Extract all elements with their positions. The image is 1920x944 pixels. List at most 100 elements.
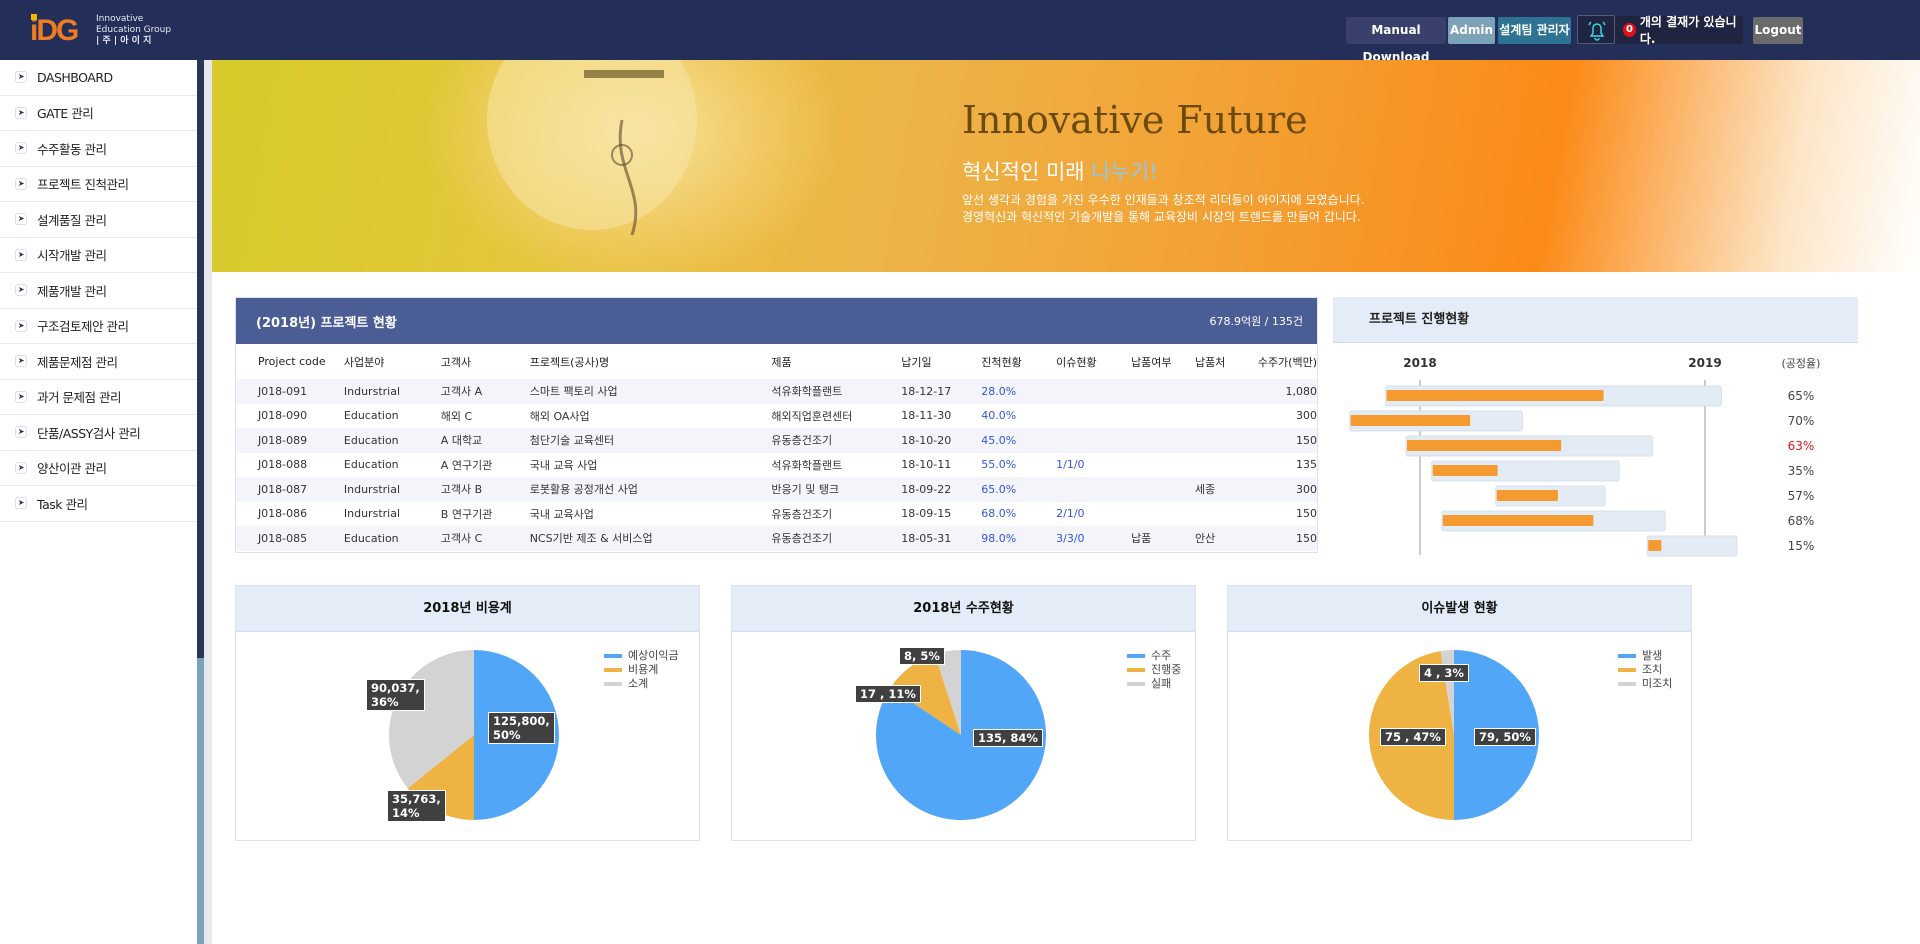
column-header[interactable]: 고객사 bbox=[440, 355, 472, 369]
project-summary: 678.9억원 / 135건 bbox=[1209, 315, 1303, 328]
arrow-right-icon: ➤ bbox=[15, 142, 27, 155]
table-cell[interactable]: NCS기반 제조 & 서비스업 bbox=[529, 532, 653, 546]
column-header[interactable]: 이슈현황 bbox=[1056, 355, 1097, 369]
sidebar-item[interactable]: ➤ Task 관리 bbox=[0, 486, 197, 522]
legend-item[interactable]: 비용계 bbox=[604, 663, 658, 677]
table-cell bbox=[1131, 404, 1195, 429]
table-cell[interactable]: J018-085 bbox=[257, 531, 308, 545]
column-header[interactable]: 진척현황 bbox=[981, 355, 1022, 369]
gantt-progress-bar bbox=[1496, 490, 1558, 501]
table-cell[interactable]: 스마트 팩토리 사업 bbox=[529, 385, 618, 399]
legend-swatch bbox=[604, 668, 622, 672]
gantt-rate-label: 70% bbox=[1788, 414, 1815, 428]
column-header[interactable]: 수주가(백만) bbox=[1257, 355, 1317, 369]
table-cell[interactable]: J018-090 bbox=[257, 409, 308, 423]
table-cell[interactable]: J018-088 bbox=[257, 458, 308, 472]
legend-item[interactable]: 예상이익금 bbox=[604, 649, 679, 663]
column-header[interactable]: 프로젝트(공사)명 bbox=[529, 355, 610, 369]
sidebar-item[interactable]: ➤ 수주활동 관리 bbox=[0, 131, 197, 167]
table-cell bbox=[1056, 404, 1131, 429]
team-admin-button[interactable]: 설계팀 관리자 bbox=[1498, 17, 1571, 44]
legend-item[interactable]: 발생 bbox=[1618, 649, 1662, 663]
logout-button[interactable]: Logout bbox=[1753, 17, 1803, 44]
table-cell[interactable]: 로봇활용 공정개선 사업 bbox=[529, 483, 638, 497]
sidebar-item[interactable]: ➤ 과거 문제점 관리 bbox=[0, 380, 197, 415]
manual-download-button[interactable]: Manual Download bbox=[1346, 17, 1446, 64]
arrow-right-icon: ➤ bbox=[15, 71, 27, 84]
legend-item[interactable]: 소계 bbox=[604, 677, 648, 691]
gantt-progress-bar bbox=[1350, 415, 1471, 426]
table-row[interactable]: J018-091 Indurstrial 고객사 A 스마트 팩토리 사업 석유화학플랜… bbox=[236, 379, 1317, 404]
sidebar-item-label: Task 관리 bbox=[37, 496, 88, 512]
table-cell: 해외직업훈련센터 bbox=[771, 409, 853, 423]
pie-data-label: 8, 5% bbox=[899, 647, 945, 665]
sidebar-item-label: GATE 관리 bbox=[37, 106, 94, 122]
table-cell[interactable]: 해외 OA사업 bbox=[529, 409, 590, 423]
gantt-rate-label: 57% bbox=[1788, 489, 1815, 503]
sidebar-item[interactable]: ➤ 양산이관 관리 bbox=[0, 451, 197, 486]
table-cell: 석유화학플랜트 bbox=[771, 458, 843, 472]
table-cell bbox=[1195, 502, 1257, 527]
sidebar-item[interactable]: ➤ 프로젝트 진척관리 bbox=[0, 167, 197, 202]
table-cell[interactable]: 첨단기술 교육센터 bbox=[529, 434, 615, 448]
column-header[interactable]: 제품 bbox=[771, 355, 792, 369]
table-cell[interactable]: J018-087 bbox=[257, 482, 308, 496]
sidebar-item[interactable]: ➤ 제품문제점 관리 bbox=[0, 344, 197, 380]
table-cell[interactable]: 국내 교육사업 bbox=[529, 507, 594, 521]
scrollbar-thumb[interactable] bbox=[197, 60, 204, 658]
column-header[interactable]: 납기일 bbox=[901, 355, 932, 369]
legend-item[interactable]: 조치 bbox=[1618, 663, 1662, 677]
pie-data-label: 35,763, 14% bbox=[387, 790, 446, 822]
table-row[interactable]: J018-086 Indurstrial B 연구기관 국내 교육사업 유동층건조기 18… bbox=[236, 502, 1317, 527]
bell-button[interactable] bbox=[1577, 15, 1615, 44]
column-header[interactable]: 납품여부 bbox=[1131, 355, 1172, 369]
sidebar-item[interactable]: ➤ 단품/ASSY검사 관리 bbox=[0, 415, 197, 451]
table-cell[interactable]: 국내 교육 사업 bbox=[529, 458, 598, 472]
arrow-right-icon: ➤ bbox=[15, 177, 27, 190]
table-cell: 18-11-30 bbox=[901, 409, 952, 423]
table-cell: 1/1/0 bbox=[1056, 458, 1085, 472]
sidebar-item-label: 과거 문제점 관리 bbox=[37, 390, 121, 406]
arrow-right-icon: ➤ bbox=[15, 390, 27, 403]
legend-swatch bbox=[1127, 682, 1145, 686]
legend-label: 소계 bbox=[628, 677, 649, 690]
logo[interactable]: iDG bbox=[30, 14, 79, 47]
legend-item[interactable]: 미조치 bbox=[1618, 677, 1672, 691]
pie-slice[interactable] bbox=[934, 650, 961, 735]
sidebar-item[interactable]: ➤ 설계품질 관리 bbox=[0, 202, 197, 238]
table-cell: 150 bbox=[1296, 507, 1317, 521]
column-header[interactable]: 사업분야 bbox=[343, 355, 385, 369]
legend-item[interactable]: 수주 bbox=[1127, 649, 1171, 663]
table-cell: 3/3/0 bbox=[1056, 531, 1085, 545]
sidebar-item[interactable]: ➤ GATE 관리 bbox=[0, 96, 197, 131]
pie-chart bbox=[1369, 650, 1539, 820]
pie-slice[interactable] bbox=[890, 654, 961, 735]
arrow-right-icon: ➤ bbox=[15, 106, 27, 119]
table-row[interactable]: J018-089 Education A 대학교 첨단기술 교육센터 유동층건조기 18-… bbox=[236, 428, 1317, 453]
table-cell: 28.0% bbox=[981, 384, 1017, 398]
table-cell bbox=[1131, 379, 1195, 404]
table-cell[interactable]: J018-091 bbox=[257, 384, 308, 398]
column-header[interactable]: 납품처 bbox=[1195, 355, 1226, 369]
banner-description: 앞선 생각과 경험을 가진 우수한 인재들과 창조적 리더들이 아이지에 모였습… bbox=[962, 192, 1364, 226]
approval-notice[interactable]: 0 개의 결재가 있습니다. bbox=[1615, 15, 1743, 46]
pie-data-label: 135, 84% bbox=[973, 729, 1043, 747]
sidebar-item[interactable]: ➤ 시작개발 관리 bbox=[0, 238, 197, 273]
legend-item[interactable]: 실패 bbox=[1127, 677, 1171, 691]
table-row[interactable]: J018-085 Education 고객사 C NCS기반 제조 & 서비스업 유동층… bbox=[236, 526, 1317, 551]
sidebar-item[interactable]: ➤ 제품개발 관리 bbox=[0, 273, 197, 309]
legend-item[interactable]: 진행중 bbox=[1127, 663, 1181, 677]
table-cell bbox=[1131, 428, 1195, 453]
sidebar-item[interactable]: ➤ 구조검토제안 관리 bbox=[0, 309, 197, 344]
table-cell[interactable]: J018-086 bbox=[257, 507, 308, 521]
table-row[interactable]: J018-088 Education A 연구기관 국내 교육 사업 석유화학플랜트 18… bbox=[236, 453, 1317, 478]
admin-button[interactable]: Admin bbox=[1448, 17, 1495, 44]
arrow-right-icon: ➤ bbox=[15, 355, 27, 368]
table-row[interactable]: J018-090 Education 해외 C 해외 OA사업 해외직업훈련센터 18-1… bbox=[236, 404, 1317, 429]
table-cell[interactable]: J018-089 bbox=[257, 433, 308, 447]
sidebar-item[interactable]: ➤ DASHBOARD bbox=[0, 60, 197, 96]
table-row[interactable]: J018-087 Indurstrial 고객사 B 로봇활용 공정개선 사업 반응기 … bbox=[236, 477, 1317, 502]
column-header[interactable]: Project code bbox=[257, 355, 326, 368]
table-cell: 300 bbox=[1296, 409, 1317, 423]
legend-label: 발생 bbox=[1642, 649, 1663, 662]
